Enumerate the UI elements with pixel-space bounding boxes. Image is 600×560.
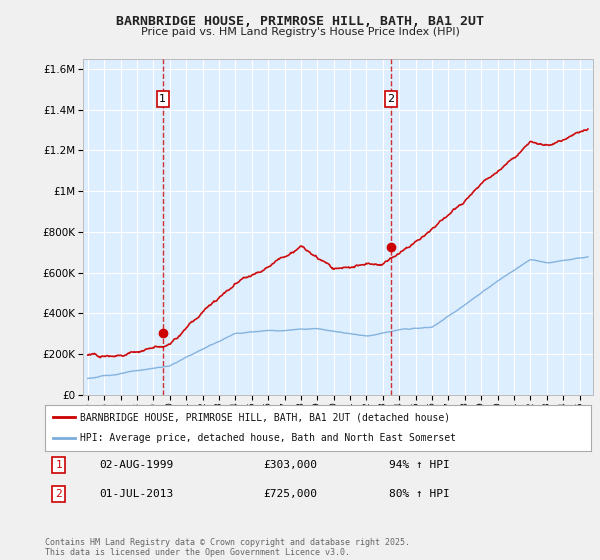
Text: 1: 1: [55, 460, 62, 470]
Text: 80% ↑ HPI: 80% ↑ HPI: [389, 489, 450, 498]
Text: Price paid vs. HM Land Registry's House Price Index (HPI): Price paid vs. HM Land Registry's House …: [140, 27, 460, 37]
Text: 1: 1: [160, 94, 166, 104]
Text: HPI: Average price, detached house, Bath and North East Somerset: HPI: Average price, detached house, Bath…: [80, 433, 457, 444]
Text: 01-JUL-2013: 01-JUL-2013: [100, 489, 174, 498]
Text: BARNBRIDGE HOUSE, PRIMROSE HILL, BATH, BA1 2UT: BARNBRIDGE HOUSE, PRIMROSE HILL, BATH, B…: [116, 15, 484, 28]
Text: Contains HM Land Registry data © Crown copyright and database right 2025.
This d: Contains HM Land Registry data © Crown c…: [45, 538, 410, 557]
Text: £725,000: £725,000: [263, 489, 317, 498]
Text: 94% ↑ HPI: 94% ↑ HPI: [389, 460, 450, 470]
Text: BARNBRIDGE HOUSE, PRIMROSE HILL, BATH, BA1 2UT (detached house): BARNBRIDGE HOUSE, PRIMROSE HILL, BATH, B…: [80, 412, 451, 422]
Text: 2: 2: [55, 489, 62, 498]
Text: £303,000: £303,000: [263, 460, 317, 470]
Text: 02-AUG-1999: 02-AUG-1999: [100, 460, 174, 470]
Text: 2: 2: [388, 94, 395, 104]
